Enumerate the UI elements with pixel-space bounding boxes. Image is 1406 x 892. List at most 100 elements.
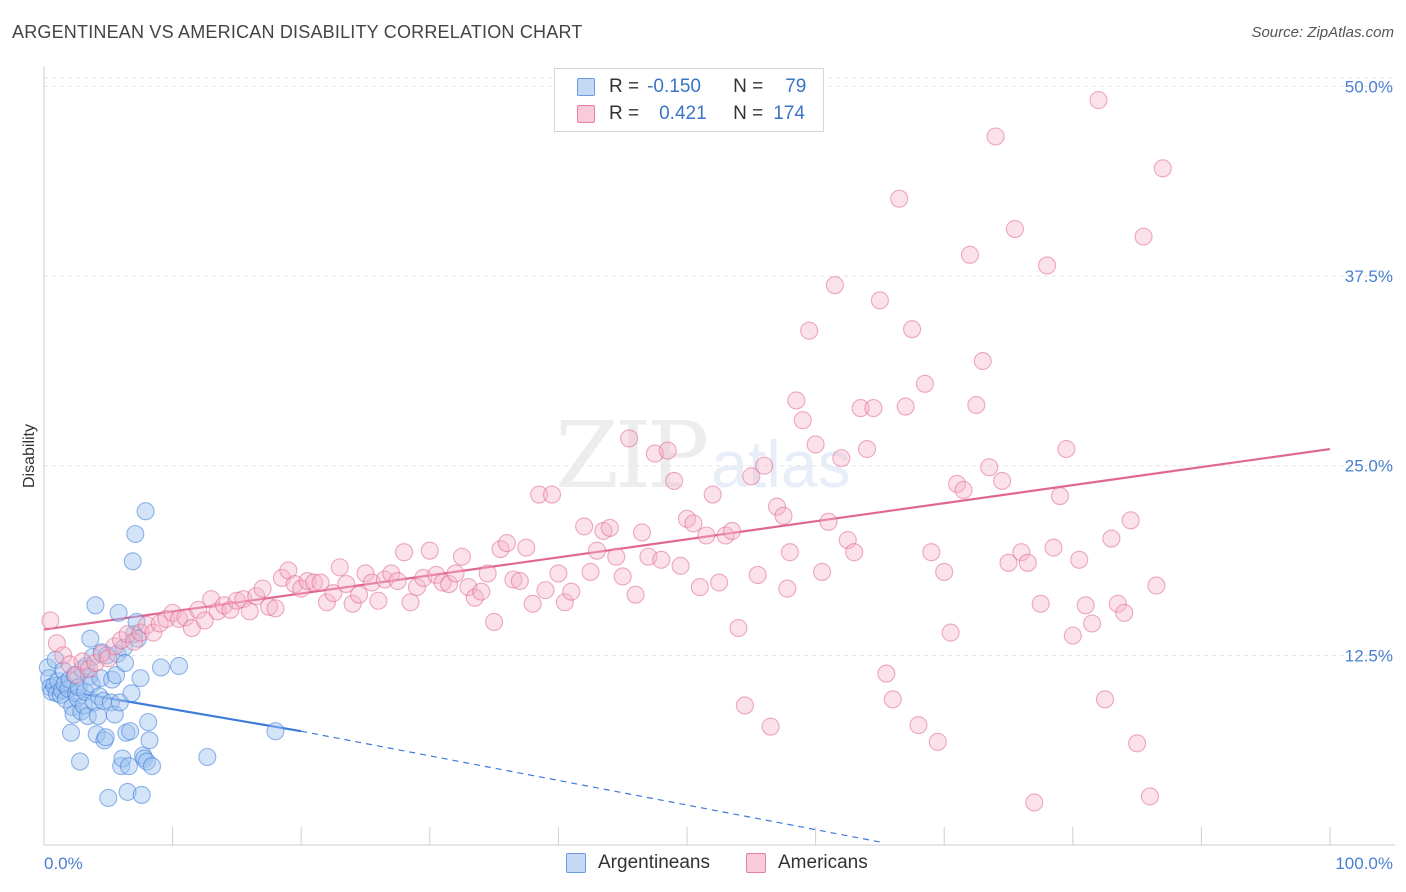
watermark-atlas: atlas <box>711 427 851 501</box>
point-argentineans <box>56 690 75 709</box>
legend-label-americans: Americans <box>778 852 868 873</box>
axis-labels: 12.5% 25.0% 37.5% 50.0% 0.0% 100.0% Disability <box>21 77 1393 873</box>
point-americans <box>1115 603 1134 622</box>
point-americans <box>555 593 574 612</box>
point-americans <box>1044 538 1063 557</box>
point-americans <box>446 564 465 583</box>
point-argentineans <box>121 722 140 741</box>
point-americans <box>536 581 555 600</box>
point-americans <box>150 614 169 633</box>
point-americans <box>722 521 742 541</box>
point-americans <box>382 564 401 583</box>
point-argentineans <box>123 552 142 571</box>
point-argentineans <box>136 502 155 521</box>
point-americans <box>427 565 446 585</box>
point-americans <box>305 573 324 592</box>
point-americans <box>195 611 214 630</box>
point-americans <box>729 619 748 638</box>
point-americans <box>1134 227 1153 246</box>
point-argentineans <box>105 705 124 724</box>
point-americans <box>240 602 259 621</box>
point-americans <box>857 439 877 459</box>
point-americans <box>761 717 780 736</box>
point-americans <box>980 458 999 477</box>
point-americans <box>960 245 979 264</box>
point-americans <box>967 395 986 415</box>
point-argentineans <box>96 728 115 747</box>
trend-line-americans <box>43 447 1331 631</box>
point-americans <box>1128 734 1147 753</box>
point-americans <box>1153 159 1172 178</box>
y-tick-label: 50.0% <box>1345 77 1393 96</box>
point-americans <box>1070 550 1089 569</box>
point-americans <box>131 623 150 642</box>
point-americans <box>620 429 639 448</box>
legend-swatch-pink <box>577 105 595 123</box>
legend-n-label: N = <box>733 76 764 97</box>
legend-item-americans[interactable]: Americans <box>746 852 868 874</box>
point-americans <box>41 611 60 630</box>
point-americans <box>677 509 697 528</box>
point-americans <box>356 564 375 583</box>
point-argentineans <box>61 723 81 742</box>
grid-lines <box>44 77 1395 656</box>
point-americans <box>780 543 799 562</box>
legend-r-label: R = <box>609 103 640 124</box>
point-americans <box>870 291 889 310</box>
x-tick-label-min: 0.0% <box>44 854 83 873</box>
point-americans <box>504 570 523 589</box>
point-americans <box>684 514 703 533</box>
point-americans <box>941 623 960 642</box>
point-americans <box>523 594 542 613</box>
stats-legend: R = -0.150 N = 79 R = 0.421 N = 174 <box>554 68 824 132</box>
point-argentineans <box>74 696 93 715</box>
point-americans <box>774 506 793 525</box>
point-americans <box>902 320 922 339</box>
point-americans <box>169 609 189 628</box>
y-tick-label: 12.5% <box>1345 646 1393 665</box>
chart-title: ARGENTINEAN VS AMERICAN DISABILITY CORRE… <box>12 22 583 42</box>
point-argentineans <box>70 752 90 771</box>
point-argentineans <box>112 757 131 776</box>
point-americans <box>1057 439 1076 459</box>
point-americans <box>1076 596 1095 615</box>
point-americans <box>877 664 896 683</box>
trend-lines <box>43 447 1331 843</box>
point-americans <box>909 716 928 735</box>
point-americans <box>652 550 671 569</box>
point-argentineans <box>132 785 151 804</box>
point-argentineans <box>113 749 132 768</box>
point-americans <box>973 351 992 371</box>
point-americans <box>954 480 973 500</box>
point-americans <box>369 591 388 610</box>
point-americans <box>793 411 812 430</box>
legend-swatch-pink <box>746 853 766 873</box>
point-americans <box>703 485 722 504</box>
point-americans <box>864 399 883 418</box>
point-americans <box>658 441 677 460</box>
legend-r-label: R = <box>609 76 640 97</box>
point-americans <box>748 565 767 585</box>
point-americans <box>549 564 568 583</box>
point-americans <box>778 579 797 598</box>
point-argentineans <box>266 722 285 741</box>
point-americans <box>735 696 754 715</box>
point-argentineans <box>118 782 137 801</box>
point-americans <box>330 558 349 577</box>
point-americans <box>124 632 144 651</box>
point-americans <box>54 646 73 665</box>
point-americans <box>350 585 369 604</box>
point-americans <box>1108 594 1127 613</box>
point-americans <box>189 600 208 619</box>
legend-label-argentineans: Argentineans <box>598 852 710 873</box>
legend-swatch-blue <box>577 78 595 96</box>
point-americans <box>1031 594 1050 613</box>
point-americans <box>485 612 504 632</box>
point-argentineans <box>99 788 118 808</box>
point-americans <box>742 467 761 486</box>
legend-swatch-blue <box>566 853 586 873</box>
point-argentineans <box>139 713 158 732</box>
legend-item-argentineans[interactable]: Argentineans <box>566 852 710 874</box>
point-americans <box>478 564 497 583</box>
source-label: Source: ZipAtlas.com <box>1251 24 1394 41</box>
